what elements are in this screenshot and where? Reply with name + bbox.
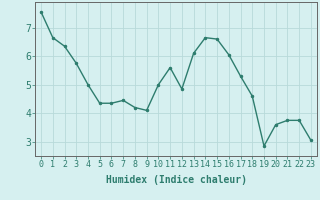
X-axis label: Humidex (Indice chaleur): Humidex (Indice chaleur) [106,175,246,185]
